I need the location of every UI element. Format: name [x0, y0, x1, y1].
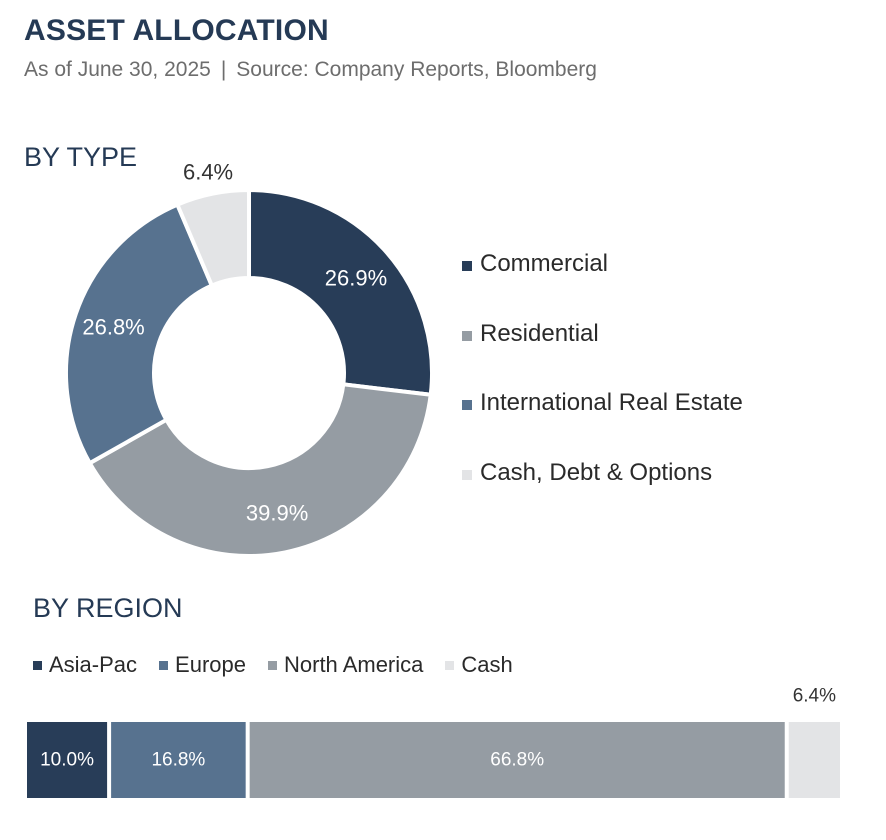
type-legend: Commercial Residential International Rea… — [462, 250, 743, 528]
slice-commercial — [247, 188, 434, 397]
subtitle-separator: | — [220, 58, 227, 81]
legend-label: Cash — [461, 652, 513, 677]
donut-chart: 26.9% 39.9% 26.8% 6.4% — [64, 160, 434, 558]
bar-label-cash: 6.4% — [793, 686, 836, 707]
legend-label: Asia-Pac — [49, 652, 138, 677]
legend-swatch — [462, 261, 472, 271]
bar-label-europe: 16.8% — [151, 750, 205, 771]
legend-item-europe: Europe — [159, 652, 246, 678]
legend-swatch — [462, 330, 472, 341]
region-bar-chart: 10.0% 16.8% 66.8% 6.4% — [27, 686, 840, 798]
slice-label-cash-debt-options: 6.4% — [183, 160, 233, 185]
legend-swatch — [462, 400, 472, 410]
legend-label: North America — [284, 652, 424, 677]
legend-item-cash-debt-options: Cash, Debt & Options — [462, 459, 743, 529]
bar-europe — [111, 722, 246, 798]
legend-item-cash: Cash — [445, 652, 513, 678]
legend-label: Cash, Debt & Options — [480, 458, 713, 486]
slice-label-residential: 39.9% — [246, 501, 308, 526]
legend-swatch — [445, 660, 455, 670]
slice-residential — [87, 382, 433, 558]
region-legend: Asia-Pac Europe North America Cash — [33, 652, 535, 678]
legend-label: Europe — [175, 652, 246, 677]
page-subtitle: As of June 30, 2025 | Source: Company Repo… — [24, 58, 597, 82]
legend-item-residential: Residential — [462, 320, 743, 390]
by-type-heading: BY TYPE — [24, 142, 138, 172]
slice-cash-debt-options — [175, 188, 251, 288]
legend-swatch — [33, 660, 42, 670]
bar-asia-pac — [27, 722, 108, 798]
data-source: Source: Company Reports, Bloomberg — [236, 58, 597, 81]
as-of-date: As of June 30, 2025 — [24, 58, 211, 81]
legend-item-asia-pac: Asia-Pac — [33, 652, 137, 678]
slice-label-international-real-estate: 26.8% — [82, 315, 144, 340]
bar-cash — [788, 722, 840, 798]
legend-label: Commercial — [480, 250, 609, 277]
legend-item-international-real-estate: International Real Estate — [462, 389, 743, 459]
legend-item-north-america: North America — [268, 652, 423, 678]
slice-international-real-estate — [64, 202, 214, 466]
legend-swatch — [462, 469, 472, 480]
by-region-heading: BY REGION — [33, 593, 183, 623]
legend-label: International Real Estate — [480, 389, 743, 416]
bar-label-north-america: 66.8% — [490, 750, 544, 771]
page-title: ASSET ALLOCATION — [24, 14, 329, 47]
legend-swatch — [268, 660, 277, 670]
legend-item-commercial: Commercial — [462, 250, 743, 320]
legend-label: Residential — [480, 319, 599, 347]
bar-label-asia-pac: 10.0% — [40, 750, 94, 771]
slice-label-commercial: 26.9% — [325, 266, 387, 291]
bar-north-america — [249, 722, 785, 798]
legend-swatch — [159, 660, 169, 670]
